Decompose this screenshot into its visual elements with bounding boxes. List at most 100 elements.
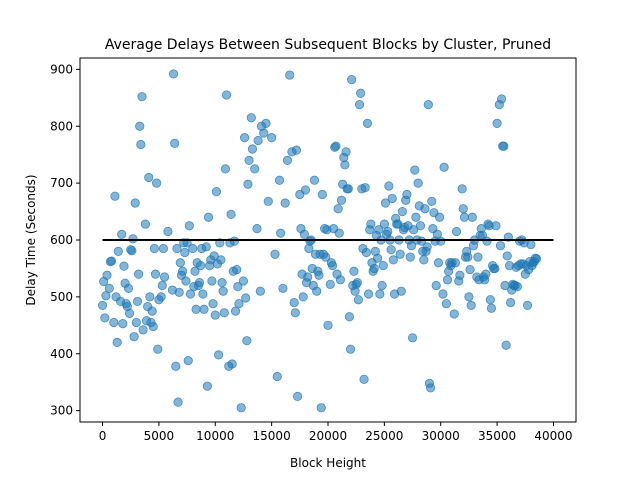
- data-point: [396, 286, 406, 296]
- x-tick-label: 10000: [196, 429, 234, 443]
- data-point: [97, 300, 108, 311]
- data-point: [101, 291, 111, 301]
- data-point: [219, 308, 229, 318]
- data-point: [191, 304, 201, 314]
- data-point: [451, 226, 462, 237]
- data-point: [112, 337, 122, 347]
- y-tick-label: 500: [50, 290, 73, 304]
- data-point: [113, 246, 123, 256]
- data-point: [490, 263, 500, 274]
- data-point: [173, 397, 183, 407]
- data-point: [512, 282, 522, 292]
- data-point: [366, 219, 376, 229]
- data-point: [502, 251, 512, 261]
- data-point: [232, 264, 242, 275]
- data-point: [175, 258, 185, 268]
- data-point: [375, 289, 385, 299]
- data-point: [138, 325, 148, 335]
- data-point: [463, 252, 473, 262]
- data-point: [134, 269, 144, 279]
- data-point: [172, 243, 182, 254]
- data-point: [409, 225, 419, 235]
- y-axis-label: Delay Time (Seconds): [24, 174, 38, 305]
- data-point: [290, 308, 300, 318]
- data-point: [270, 249, 280, 259]
- y-tick-label: 400: [50, 347, 73, 361]
- x-tick-label: 0: [99, 429, 107, 443]
- data-point: [207, 276, 217, 286]
- data-point: [131, 317, 141, 328]
- data-point: [209, 251, 219, 261]
- data-point: [413, 178, 423, 188]
- data-point: [312, 286, 322, 296]
- data-point: [174, 287, 184, 297]
- data-point: [276, 228, 286, 238]
- data-point: [280, 198, 290, 208]
- data-point: [289, 297, 299, 308]
- data-point: [457, 184, 467, 194]
- data-point: [442, 275, 453, 285]
- data-point: [335, 275, 345, 285]
- data-point: [325, 279, 335, 289]
- data-point: [438, 289, 448, 299]
- data-point: [383, 226, 393, 237]
- data-point: [214, 350, 224, 360]
- data-point: [130, 198, 140, 208]
- data-point: [183, 355, 193, 366]
- y-tick-label: 700: [50, 176, 73, 190]
- data-point: [327, 260, 338, 271]
- data-point: [144, 172, 154, 183]
- data-point: [316, 403, 326, 413]
- data-point: [361, 247, 371, 258]
- data-point: [334, 228, 344, 238]
- data-point: [145, 292, 155, 302]
- data-point: [436, 236, 446, 246]
- data-point: [259, 128, 269, 138]
- data-point: [184, 221, 194, 231]
- data-point: [388, 255, 398, 265]
- data-point: [378, 260, 388, 271]
- data-point: [423, 100, 433, 110]
- data-point: [229, 236, 240, 246]
- data-point: [198, 289, 208, 299]
- data-point: [128, 234, 138, 244]
- y-tick-label: 900: [50, 62, 73, 76]
- data-point: [449, 309, 459, 319]
- data-point: [163, 226, 173, 237]
- data-point: [352, 278, 362, 288]
- data-point: [221, 90, 232, 100]
- x-tick-label: 35000: [478, 429, 516, 443]
- data-point: [171, 361, 181, 371]
- data-point: [349, 266, 359, 276]
- x-tick-label: 30000: [422, 429, 460, 443]
- data-point: [230, 306, 241, 316]
- data-point: [152, 178, 162, 188]
- data-point: [353, 295, 364, 305]
- data-point: [405, 252, 415, 262]
- x-tick-label: 25000: [365, 429, 403, 443]
- y-tick-label: 300: [50, 404, 73, 418]
- data-point: [233, 282, 243, 292]
- data-point: [333, 204, 343, 214]
- data-point: [210, 310, 220, 320]
- data-point: [492, 118, 502, 129]
- data-point: [263, 196, 273, 206]
- data-point: [190, 266, 200, 276]
- data-point: [387, 193, 397, 204]
- data-point: [253, 135, 263, 146]
- data-point: [473, 252, 483, 262]
- data-point: [369, 263, 379, 274]
- data-point: [491, 221, 501, 231]
- data-point: [140, 219, 150, 229]
- data-point: [177, 266, 188, 276]
- data-point: [188, 243, 198, 254]
- data-point: [407, 333, 418, 343]
- data-point: [395, 249, 405, 259]
- data-point: [158, 243, 169, 254]
- data-point: [216, 255, 226, 265]
- data-point: [467, 212, 477, 222]
- data-point: [321, 252, 331, 262]
- axes: 0 5000 10000 15000 20000 25000 30000 35000 40000…: [50, 57, 577, 443]
- data-point: [499, 141, 509, 151]
